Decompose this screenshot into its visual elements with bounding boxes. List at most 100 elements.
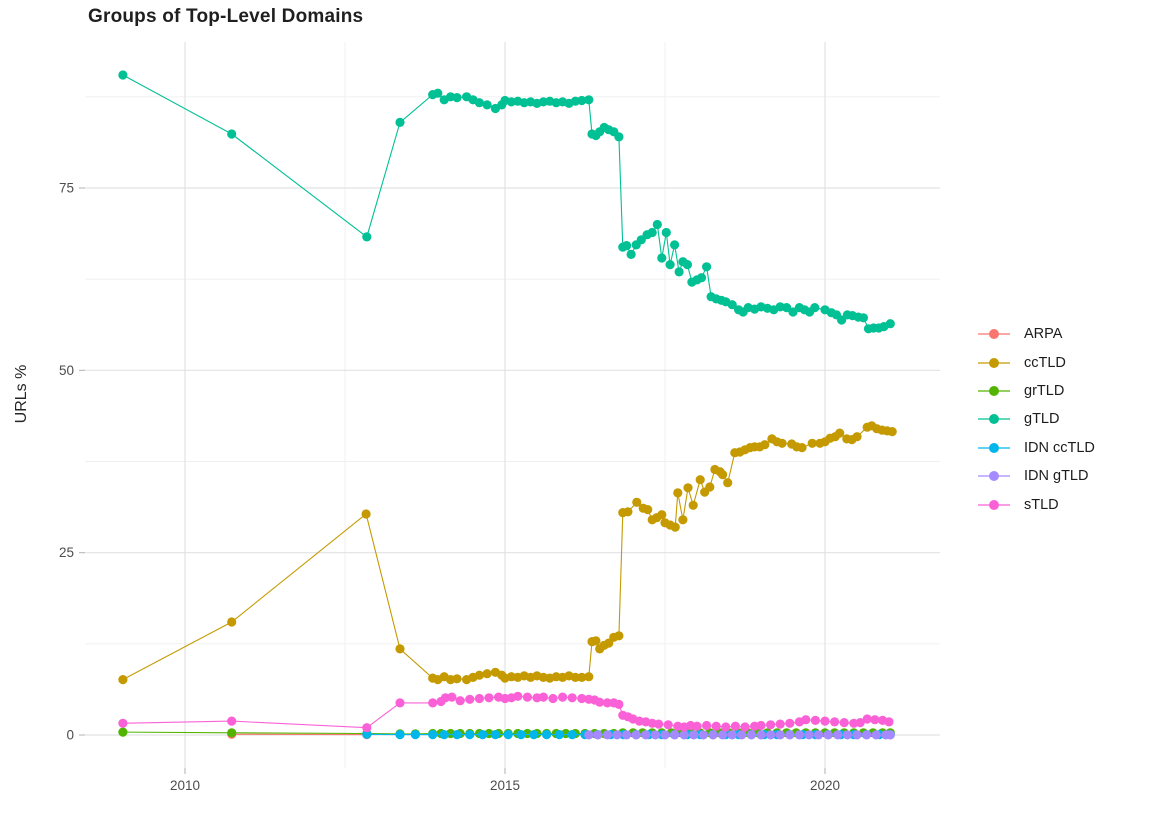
data-point: [428, 730, 438, 740]
data-point: [602, 698, 613, 708]
data-point: [227, 716, 237, 726]
legend-key-icon: [978, 442, 1010, 453]
legend-label: ccTLD: [1024, 354, 1066, 371]
data-point: [775, 719, 785, 729]
data-point: [503, 730, 513, 740]
data-point: [622, 730, 632, 740]
legend-item-arpa: ARPA: [976, 320, 1095, 348]
series-arpa: [227, 729, 372, 740]
data-point: [118, 727, 128, 737]
data-point: [516, 730, 526, 740]
legend-key-icon: [978, 385, 1010, 396]
data-point: [577, 693, 587, 704]
data-point: [612, 730, 622, 740]
data-point: [455, 696, 465, 706]
data-point: [584, 672, 594, 682]
data-point: [683, 483, 693, 493]
data-point: [439, 730, 449, 740]
data-point: [641, 730, 651, 740]
legend-label: ARPA: [1024, 326, 1063, 343]
data-point: [862, 714, 872, 724]
series-idn-gtld: [584, 730, 895, 740]
data-point: [554, 730, 565, 740]
data-point: [465, 730, 475, 740]
data-point: [835, 428, 845, 438]
data-point: [820, 716, 830, 726]
data-point: [622, 241, 632, 251]
data-point: [689, 730, 699, 740]
data-point: [538, 692, 549, 702]
series-gtld: [118, 70, 895, 334]
data-point: [842, 730, 853, 740]
data-point: [698, 730, 709, 740]
data-point: [482, 100, 492, 110]
data-point: [584, 730, 594, 740]
data-point: [797, 443, 807, 453]
data-point: [679, 730, 689, 740]
data-point: [740, 722, 750, 732]
data-point: [650, 730, 661, 740]
y-tick-label: 25: [59, 545, 74, 560]
data-point: [727, 730, 737, 740]
data-point: [670, 522, 680, 532]
data-point: [688, 500, 698, 510]
x-tick-label: 2020: [810, 778, 840, 793]
data-point: [785, 718, 795, 728]
data-point: [631, 730, 641, 740]
data-point: [718, 470, 728, 480]
legend-label: IDN gTLD: [1024, 468, 1089, 485]
data-point: [118, 675, 128, 685]
data-point: [474, 693, 484, 704]
data-point: [593, 730, 603, 740]
y-tick-label: 50: [59, 363, 74, 378]
data-point: [756, 720, 766, 731]
data-point: [410, 730, 420, 740]
data-point: [118, 718, 128, 728]
data-point: [657, 510, 667, 520]
data-point: [632, 497, 642, 507]
data-point: [654, 719, 664, 729]
data-point: [529, 730, 539, 740]
data-point: [570, 672, 581, 683]
data-point: [670, 240, 680, 250]
data-point: [702, 262, 712, 272]
data-point: [118, 70, 128, 80]
data-point: [433, 88, 443, 98]
series-cctld: [118, 421, 897, 685]
data-point: [395, 698, 405, 708]
data-point: [839, 718, 849, 728]
x-tick-label: 2015: [490, 778, 520, 793]
data-point: [361, 509, 371, 519]
data-point: [362, 232, 372, 242]
data-point: [682, 260, 693, 270]
data-point: [810, 715, 821, 726]
data-point: [887, 427, 897, 437]
y-tick-label: 75: [59, 181, 74, 196]
data-point: [452, 730, 462, 740]
data-point: [522, 692, 533, 702]
data-point: [542, 730, 552, 740]
data-point: [626, 249, 636, 259]
data-point: [794, 730, 805, 740]
legend-key-icon: [978, 414, 1010, 425]
data-point: [474, 670, 484, 680]
data-point: [760, 440, 770, 450]
data-point: [885, 319, 895, 329]
legend-label: sTLD: [1024, 496, 1059, 513]
data-point: [723, 478, 733, 488]
legend-item-stld: sTLD: [976, 490, 1095, 518]
data-point: [852, 730, 862, 740]
data-point: [814, 730, 824, 740]
data-point: [395, 117, 405, 127]
data-point: [830, 717, 840, 727]
data-point: [885, 730, 895, 740]
series-stld: [118, 691, 894, 733]
data-point: [674, 267, 684, 277]
data-point: [855, 718, 865, 728]
data-point: [647, 227, 657, 238]
data-point: [782, 303, 792, 313]
data-point: [513, 691, 523, 701]
data-point: [652, 219, 662, 230]
